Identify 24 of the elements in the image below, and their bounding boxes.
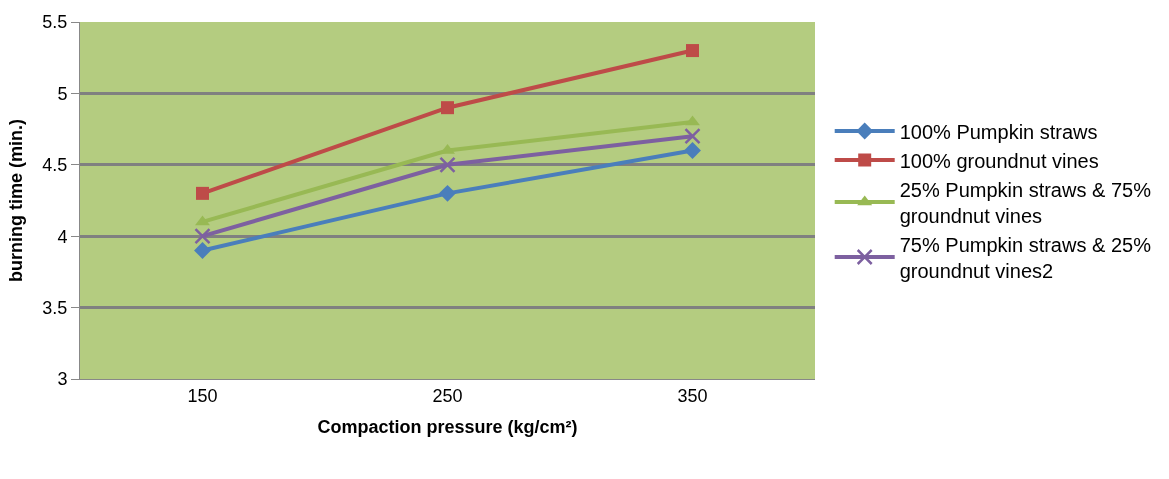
legend-label: 25% Pumpkin straws & 75% groundnut vines (899, 178, 1152, 227)
point (194, 227, 211, 245)
y-tick-label: 4 (57, 226, 68, 247)
point (196, 186, 209, 200)
legend-label: 100% Pumpkin straws (899, 120, 1098, 143)
y-axis-title: burning time (min.) (5, 119, 26, 282)
legend-label: 100% groundnut vines (899, 149, 1099, 172)
x-tick-label: 150 (187, 385, 218, 406)
x-tick-label: 250 (432, 385, 463, 406)
x-axis-title: Compaction pressure (kg/cm²) (317, 416, 578, 437)
point (194, 242, 211, 259)
y-tick-label: 4.5 (42, 155, 68, 176)
x-tick-label: 350 (677, 385, 708, 406)
point (684, 127, 701, 145)
legend-label: 75% Pumpkin straws & 25% groundnut vines2 (899, 233, 1152, 282)
point (686, 44, 699, 58)
y-tick-label: 5 (57, 83, 68, 104)
point (439, 184, 456, 202)
point (441, 101, 454, 115)
y-tick-label: 3.5 (42, 297, 68, 318)
y-tick-label: 5.5 (42, 12, 68, 33)
y-tick-label: 3 (57, 369, 68, 390)
point (439, 156, 456, 174)
point (684, 142, 701, 159)
